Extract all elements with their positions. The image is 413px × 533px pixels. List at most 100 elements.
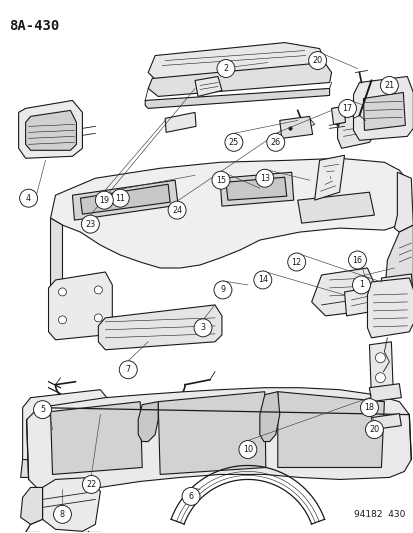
- Text: 9: 9: [220, 286, 225, 294]
- Polygon shape: [337, 112, 373, 148]
- Polygon shape: [225, 177, 286, 200]
- Circle shape: [119, 361, 137, 379]
- Circle shape: [111, 189, 129, 207]
- Circle shape: [287, 253, 305, 271]
- Polygon shape: [297, 192, 373, 223]
- Polygon shape: [21, 459, 80, 478]
- Circle shape: [94, 314, 102, 322]
- Text: 2: 2: [223, 64, 228, 73]
- Polygon shape: [50, 218, 62, 302]
- Circle shape: [168, 201, 185, 219]
- Polygon shape: [279, 116, 312, 139]
- Text: 22: 22: [86, 480, 96, 489]
- Circle shape: [360, 399, 377, 417]
- Polygon shape: [165, 112, 196, 132]
- Circle shape: [255, 169, 273, 187]
- Polygon shape: [50, 158, 406, 268]
- Text: 14: 14: [257, 276, 267, 285]
- Polygon shape: [148, 43, 324, 83]
- Circle shape: [375, 373, 385, 383]
- Text: 6: 6: [188, 492, 193, 501]
- Text: 20: 20: [368, 425, 379, 434]
- Text: 10: 10: [242, 445, 252, 454]
- Circle shape: [82, 475, 100, 494]
- Text: 25: 25: [228, 138, 238, 147]
- Text: 11: 11: [115, 193, 125, 203]
- Polygon shape: [148, 62, 331, 96]
- Polygon shape: [368, 342, 392, 398]
- Polygon shape: [26, 110, 76, 150]
- Polygon shape: [21, 487, 43, 524]
- Polygon shape: [138, 402, 158, 441]
- Polygon shape: [26, 387, 411, 491]
- Polygon shape: [368, 384, 400, 402]
- Circle shape: [308, 52, 326, 69]
- Circle shape: [253, 271, 271, 289]
- Circle shape: [216, 60, 234, 77]
- Polygon shape: [48, 272, 112, 340]
- Polygon shape: [370, 414, 400, 430]
- Circle shape: [211, 171, 229, 189]
- Polygon shape: [344, 286, 380, 316]
- Circle shape: [380, 77, 397, 94]
- Text: 18: 18: [363, 403, 373, 412]
- Polygon shape: [367, 278, 413, 338]
- Circle shape: [58, 288, 66, 296]
- Text: 15: 15: [215, 176, 225, 185]
- Circle shape: [266, 133, 284, 151]
- Polygon shape: [19, 100, 82, 158]
- Circle shape: [375, 353, 385, 363]
- Polygon shape: [314, 155, 344, 200]
- Text: 16: 16: [351, 255, 362, 264]
- Circle shape: [365, 421, 382, 439]
- Polygon shape: [43, 478, 100, 531]
- Circle shape: [19, 189, 38, 207]
- Polygon shape: [72, 180, 178, 220]
- Polygon shape: [145, 88, 329, 108]
- Polygon shape: [353, 77, 412, 140]
- Polygon shape: [50, 402, 142, 474]
- Text: 3: 3: [200, 324, 205, 333]
- Polygon shape: [50, 295, 105, 320]
- Polygon shape: [380, 274, 413, 308]
- Polygon shape: [331, 107, 345, 124]
- Circle shape: [194, 319, 211, 337]
- Circle shape: [348, 251, 366, 269]
- Polygon shape: [394, 172, 412, 232]
- Circle shape: [58, 316, 66, 324]
- Text: 8: 8: [60, 510, 65, 519]
- Circle shape: [224, 133, 242, 151]
- Circle shape: [94, 286, 102, 294]
- Text: 20: 20: [312, 56, 322, 65]
- Text: 5: 5: [40, 405, 45, 414]
- Text: 19: 19: [99, 196, 109, 205]
- Circle shape: [351, 276, 370, 294]
- Circle shape: [81, 215, 99, 233]
- Text: 94182  430: 94182 430: [353, 510, 404, 519]
- Text: 8A-430: 8A-430: [9, 19, 59, 33]
- Text: 21: 21: [383, 81, 394, 90]
- Polygon shape: [98, 305, 221, 350]
- Polygon shape: [23, 390, 108, 467]
- Polygon shape: [277, 392, 384, 467]
- Polygon shape: [363, 92, 404, 131]
- Circle shape: [238, 441, 256, 458]
- Polygon shape: [195, 77, 221, 96]
- Circle shape: [214, 281, 231, 299]
- Text: 12: 12: [291, 257, 301, 266]
- Circle shape: [338, 100, 356, 117]
- Polygon shape: [219, 172, 293, 206]
- Text: 24: 24: [172, 206, 182, 215]
- Polygon shape: [384, 225, 412, 302]
- Text: 7: 7: [126, 365, 131, 374]
- Text: 13: 13: [259, 174, 269, 183]
- Circle shape: [53, 505, 71, 523]
- Text: 4: 4: [26, 193, 31, 203]
- Text: 17: 17: [342, 104, 352, 113]
- Circle shape: [95, 191, 113, 209]
- Text: 26: 26: [270, 138, 280, 147]
- Polygon shape: [80, 184, 170, 214]
- Polygon shape: [311, 268, 378, 316]
- Text: 23: 23: [85, 220, 95, 229]
- Circle shape: [182, 487, 199, 505]
